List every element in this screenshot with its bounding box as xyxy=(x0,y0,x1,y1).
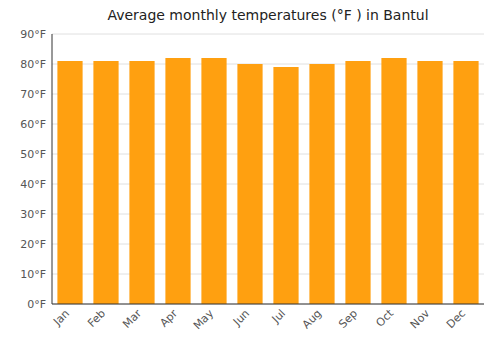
bar xyxy=(453,61,478,304)
title: Average monthly temperatures (°F ) in Ba… xyxy=(107,7,428,23)
y-axis xyxy=(52,34,53,304)
bar xyxy=(345,61,370,304)
x-tick-label: Jul xyxy=(269,307,288,326)
x-tick-label: Dec xyxy=(444,307,468,331)
bar xyxy=(129,61,154,304)
bar xyxy=(57,61,82,304)
chart: Average monthly temperatures (°F ) in Ba… xyxy=(0,0,500,350)
x-tick-label: Mar xyxy=(120,307,144,331)
y-tick-label: 30°F xyxy=(20,208,46,221)
x-tick-label: Nov xyxy=(408,307,433,332)
x-tick-label: Feb xyxy=(85,307,108,330)
x-tick-label: Oct xyxy=(373,306,396,329)
x-tick-label: Sep xyxy=(336,307,360,331)
x-tick-label: Apr xyxy=(157,307,180,330)
y-tick-label: 0°F xyxy=(27,298,46,311)
y-tick-label: 40°F xyxy=(20,178,46,191)
y-tick-label: 10°F xyxy=(20,268,46,281)
y-tick-label: 70°F xyxy=(20,88,46,101)
x-tick-label: May xyxy=(191,307,217,333)
y-tick-label: 90°F xyxy=(20,28,46,41)
bars xyxy=(57,58,478,304)
bar xyxy=(381,58,406,304)
y-tick-label: 20°F xyxy=(20,238,46,251)
bar xyxy=(417,61,442,304)
y-tick-label: 50°F xyxy=(20,148,46,161)
x-tick-label: Jun xyxy=(230,307,252,329)
x-tick-label: Aug xyxy=(300,307,324,331)
bar xyxy=(201,58,226,304)
bar xyxy=(273,67,298,304)
x-axis xyxy=(52,304,484,305)
bar xyxy=(93,61,118,304)
x-tick-label: Jan xyxy=(50,307,72,329)
bar xyxy=(309,64,334,304)
y-tick-label: 80°F xyxy=(20,58,46,71)
bar xyxy=(237,64,262,304)
grid-line xyxy=(52,34,484,35)
y-tick-label: 60°F xyxy=(20,118,46,131)
grid-line xyxy=(52,304,484,305)
grid xyxy=(52,34,484,304)
bar xyxy=(165,58,190,304)
